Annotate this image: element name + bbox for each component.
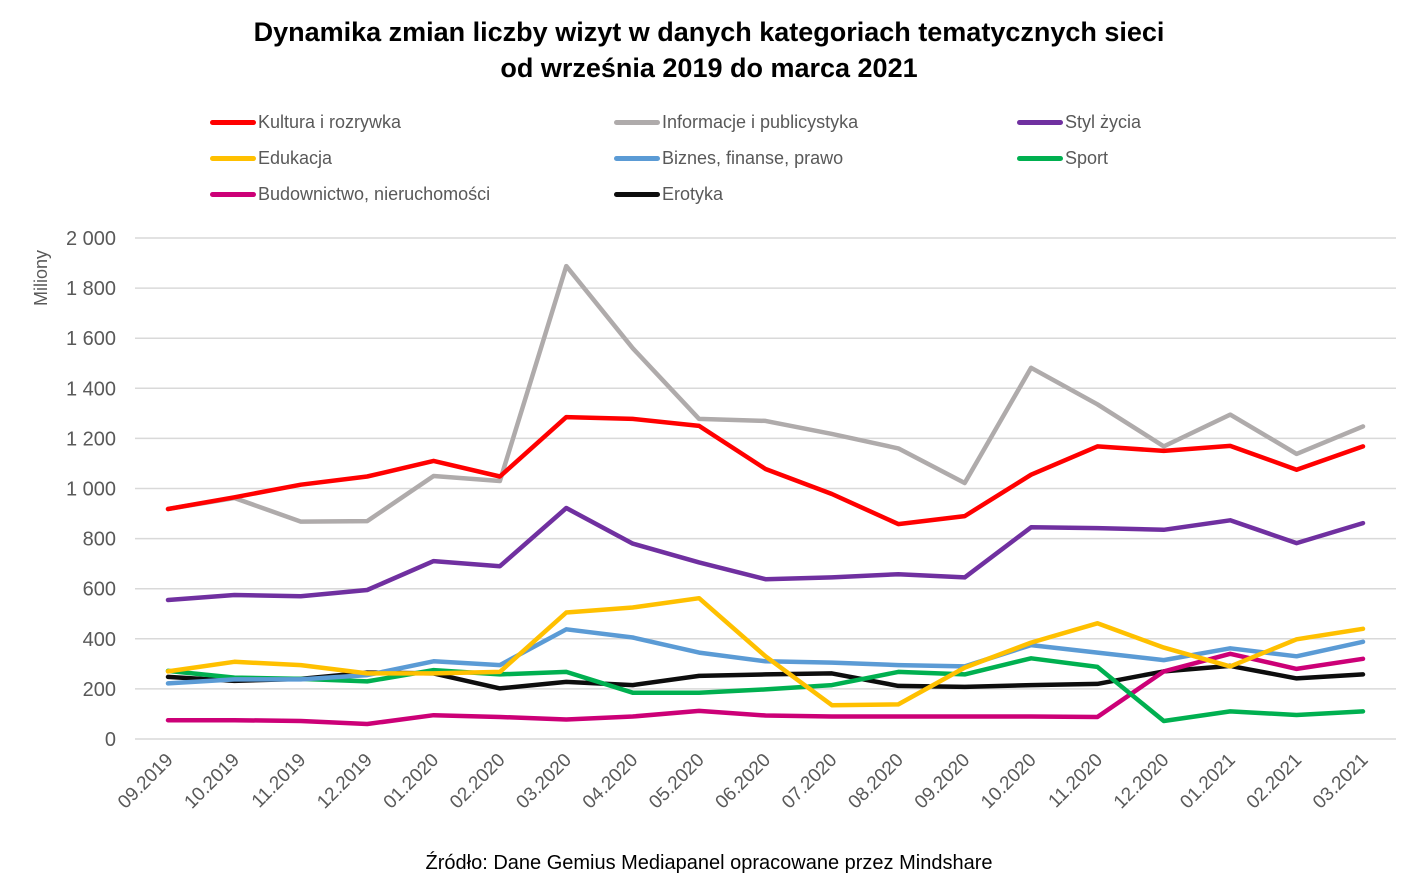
- x-tick-label: 03.2021: [1309, 750, 1372, 813]
- legend-item-styl-zycia: Styl życia: [1017, 112, 1141, 133]
- legend-item-edukacja: Edukacja: [210, 148, 332, 169]
- legend-label: Sport: [1065, 148, 1109, 168]
- x-axis-ticks: 09.2019 10.2019 11.2019 12.2019 01.2020 02.20…: [114, 750, 1372, 813]
- series-lines: [165, 263, 1366, 727]
- x-tick-label: 12.2020: [1110, 750, 1173, 813]
- legend-label: Budownictwo, nieruchomości: [258, 184, 491, 204]
- x-tick-label: 09.2020: [911, 750, 974, 813]
- x-tick-label: 10.2020: [977, 750, 1040, 813]
- legend-swatch: [614, 192, 660, 197]
- y-tick-label: 1 600: [66, 328, 116, 350]
- x-tick-label: 03.2020: [512, 750, 575, 813]
- chart-legend: Kultura i rozrywka Informacje i publicys…: [210, 112, 1210, 222]
- legend-swatch: [210, 156, 256, 161]
- legend-swatch: [614, 156, 660, 161]
- x-tick-label: 06.2020: [712, 750, 775, 813]
- x-tick-label: 01.2021: [1176, 750, 1239, 813]
- x-tick-label: 07.2020: [778, 750, 841, 813]
- y-axis-label: Miliony: [31, 250, 51, 306]
- y-tick-label: 400: [83, 629, 116, 651]
- legend-label: Edukacja: [258, 148, 333, 168]
- series-line-budownictwo-nieruchomości: [165, 651, 1366, 727]
- y-tick-label: 2 000: [66, 228, 116, 250]
- x-tick-label: 08.2020: [844, 750, 907, 813]
- legend-item-informacje: Informacje i publicystyka: [614, 112, 858, 133]
- y-tick-label: 0: [105, 729, 116, 751]
- y-tick-label: 1 000: [66, 479, 116, 501]
- legend-item-budownictwo: Budownictwo, nieruchomości: [210, 184, 490, 205]
- legend-item-biznes: Biznes, finanse, prawo: [614, 148, 843, 169]
- x-tick-label: 01.2020: [380, 750, 443, 813]
- y-tick-label: 1 200: [66, 428, 116, 450]
- legend-swatch: [210, 192, 256, 197]
- y-axis-ticks: 0 200 400 600 800 1 000 1 200 1 400 1 600 1 800 2 …: [66, 228, 116, 751]
- y-tick-label: 800: [83, 529, 116, 551]
- x-tick-label: 09.2019: [114, 750, 177, 813]
- x-tick-label: 02.2021: [1243, 750, 1306, 813]
- gridlines: [135, 237, 1396, 740]
- legend-item-erotyka: Erotyka: [614, 184, 723, 205]
- series-line-styl-życia: [165, 505, 1366, 603]
- legend-item-kultura: Kultura i rozrywka: [210, 112, 401, 133]
- x-tick-label: 02.2020: [446, 750, 509, 813]
- y-tick-label: 200: [83, 679, 116, 701]
- y-tick-label: 1 400: [66, 378, 116, 400]
- chart-title-line-1: Dynamika zmian liczby wizyt w danych kat…: [253, 17, 1165, 47]
- legend-swatch: [1017, 120, 1063, 125]
- series-line-informacje-i-publicystyka: [165, 263, 1366, 524]
- source-note: Źródło: Dane Gemius Mediapanel opracowan…: [425, 852, 993, 874]
- x-tick-label: 04.2020: [579, 750, 642, 813]
- legend-label: Biznes, finanse, prawo: [662, 148, 844, 168]
- x-tick-label: 05.2020: [645, 750, 708, 813]
- y-tick-label: 1 800: [66, 278, 116, 300]
- series-line-kultura-i-rozrywka: [165, 414, 1366, 527]
- series-line-sport: [165, 656, 1366, 724]
- series-line-edukacja: [165, 595, 1366, 708]
- legend-item-sport: Sport: [1017, 148, 1108, 169]
- legend-swatch: [614, 120, 660, 125]
- legend-label: Kultura i rozrywka: [258, 112, 402, 132]
- chart-title: Dynamika zmian liczby wizyt w danych kat…: [0, 14, 1418, 86]
- x-tick-label: 10.2019: [181, 750, 244, 813]
- legend-label: Erotyka: [662, 184, 724, 204]
- legend-swatch: [210, 120, 256, 125]
- legend-label: Styl życia: [1065, 112, 1142, 132]
- legend-label: Informacje i publicystyka: [662, 112, 859, 132]
- y-tick-label: 600: [83, 579, 116, 601]
- legend-swatch: [1017, 156, 1063, 161]
- x-tick-label: 11.2020: [1045, 750, 1107, 812]
- x-tick-label: 12.2019: [313, 750, 376, 813]
- x-tick-label: 11.2019: [248, 750, 310, 812]
- chart-title-line-2: od września 2019 do marca 2021: [500, 53, 918, 83]
